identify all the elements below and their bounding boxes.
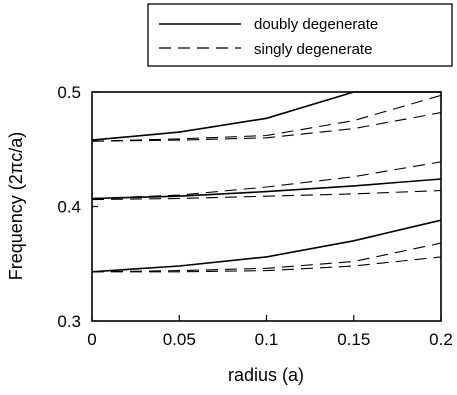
- x-tick-label-1: 0.05: [163, 330, 196, 349]
- x-tick-label-3: 0.15: [337, 330, 370, 349]
- legend-frame: [147, 3, 453, 67]
- y-tick-label-0: 0.3: [57, 312, 81, 331]
- legend-label-singly: singly degenerate: [254, 41, 372, 58]
- doubly-degenerate-line-0: [91, 91, 441, 141]
- x-tick-label-2: 0.1: [255, 330, 279, 349]
- y-axis-label: Frequency (2πc/a): [6, 132, 26, 280]
- legend-label-doubly: doubly degenerate: [254, 16, 378, 33]
- singly-degenerate-line-5: [91, 161, 442, 200]
- singly-degenerate-line-6: [91, 189, 442, 201]
- x-axis: 0 0.05 0.1 0.15 0.2: [87, 315, 453, 349]
- singly-degenerate-line-7: [91, 242, 442, 273]
- singly-degenerate-line-8: [92, 256, 442, 273]
- singly-degenerate-line-4: [91, 112, 442, 142]
- y-tick-label-2: 0.5: [57, 83, 81, 102]
- series-layer: [91, 91, 442, 273]
- x-tick-label-0: 0: [87, 330, 96, 349]
- x-tick-label-4: 0.2: [429, 330, 453, 349]
- doubly-degenerate-line-2: [91, 219, 442, 273]
- y-axis: 0.3 0.4 0.5: [57, 83, 98, 331]
- x-axis-label: radius (a): [228, 365, 304, 385]
- plot-frame: [91, 91, 442, 322]
- y-tick-label-1: 0.4: [57, 198, 81, 217]
- legend: doubly degenerate singly degenerate: [147, 3, 453, 67]
- singly-degenerate-line-3: [91, 94, 442, 142]
- doubly-degenerate-line-1: [91, 178, 442, 200]
